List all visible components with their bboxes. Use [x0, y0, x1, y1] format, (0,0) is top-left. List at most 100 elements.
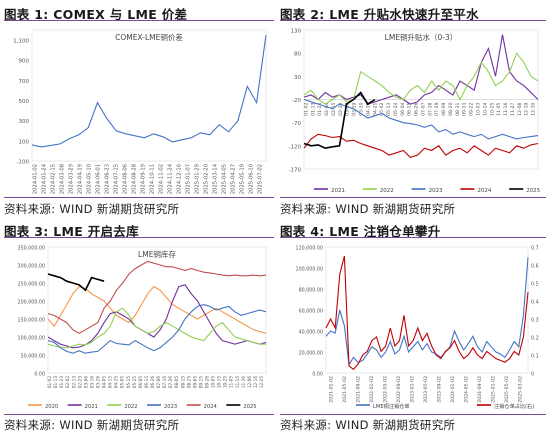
legend-label: 2022 — [380, 188, 394, 194]
x-tick-label: 05-15 — [126, 376, 131, 389]
x-tick-label: 2021-01-02 — [329, 376, 335, 403]
x-tick-label: 2024-11-24 — [168, 163, 174, 194]
x-tick-label: 2024-09-19 — [141, 164, 147, 194]
y-tick-label: 30 — [294, 75, 301, 81]
y-tick-label: 130 — [291, 29, 302, 35]
x-tick-label: 08-25 — [186, 376, 191, 389]
x-tick-label: 2025-04-27 — [231, 164, 237, 194]
series-line — [303, 98, 539, 140]
plot-area — [47, 246, 267, 374]
title-divider — [280, 20, 546, 21]
x-tick-label: 2025-07-02 — [258, 164, 264, 194]
x-tick-label: 05-25 — [132, 376, 137, 389]
plot-area — [325, 246, 529, 374]
series-line — [325, 255, 529, 371]
series-line — [303, 133, 539, 159]
x-tick-label: 2024-03-08 — [60, 164, 66, 194]
x-tick-label: 2024-02-15 — [51, 164, 57, 194]
x-tick-label: 07-29 — [434, 102, 440, 115]
x-tick-label: 03-08 — [345, 102, 351, 115]
x-tick-label: 10-15 — [217, 376, 222, 389]
chart-panel-4: 图表 4: LME 注销仓单攀升 120,000.00 100,000.00 80,… — [280, 221, 546, 433]
x-tick-label: 2024-06-23 — [105, 164, 111, 194]
x-tick-label: 09-05 — [192, 376, 197, 389]
source-note: 资料来源: WIND 新湖期货研究所 — [280, 202, 456, 216]
chart-title: 图表 1: COMEX 与 LME 价差 — [4, 7, 188, 22]
x-tick-label: 11-26 — [241, 376, 246, 389]
x-tick-label: 2024-10-11 — [150, 164, 156, 194]
x-tick-label: 10-25 — [223, 376, 228, 389]
y-tick-label: 80,000.00 — [299, 288, 323, 294]
series-line — [31, 34, 267, 148]
y-tick-label: 150,000.00 — [18, 318, 45, 324]
spread-line-chart: COMEX-LME铜价差1,100900700500300100-1002024… — [13, 29, 267, 194]
y-tick-label: 300 — [19, 119, 30, 125]
y-tick-label: 100,000.00 — [18, 336, 45, 342]
x-tick-label: 05-24 — [393, 102, 399, 115]
chart-title: 图表 3: LME 开启去库 — [4, 224, 139, 239]
legend-label: 2021 — [85, 404, 98, 410]
y2-tick-label: 0.1 — [531, 354, 539, 360]
x-tick-label: 10-05 — [211, 376, 216, 389]
title-divider — [4, 237, 274, 238]
x-tick-label: 11-05 — [229, 376, 234, 389]
chart-panel-2: 图表 2: LME 升贴水快速升至平水 LME铜升贴水（0-3） 130 80 30 -… — [280, 4, 546, 217]
y-tick-label: 50,000.00 — [21, 354, 45, 360]
series-line — [47, 273, 105, 292]
y-tick-label: 1,100 — [13, 39, 29, 45]
x-tick-label: 10-14 — [482, 102, 488, 115]
x-tick-label: 2024-06-01 — [96, 164, 102, 194]
x-tick-label: 09-11 — [462, 102, 468, 115]
x-tick-label: 01-13 — [310, 102, 316, 115]
legend-label: 2020 — [45, 404, 58, 410]
legend-label: 2024 — [477, 188, 491, 194]
y2-tick-label: 0.3 — [531, 318, 539, 324]
x-tick-label: 2025-01-02 — [490, 376, 496, 403]
x-tick-label: 09-26 — [204, 376, 209, 389]
x-tick-label: 06-15 — [407, 102, 413, 115]
y-tick-label: 100 — [19, 139, 30, 145]
source-divider — [4, 414, 274, 415]
legend-label: 2025 — [526, 188, 540, 194]
x-tick-label: 01-13 — [53, 376, 58, 389]
series-line — [47, 284, 267, 349]
x-tick-label: 2024-11-02 — [159, 164, 165, 194]
x-tick-label: 08-05 — [174, 376, 179, 389]
series-line — [47, 260, 267, 335]
x-tick-label: 12-16 — [253, 376, 258, 389]
chart-inner-title: LME铜库存 — [138, 249, 176, 259]
y2-tick-label: 0.4 — [531, 300, 539, 306]
x-tick-label: 2023-09-02 — [436, 376, 442, 403]
y2-tick-label: 0.5 — [531, 282, 539, 288]
cancelled-warrants-chart: 120,000.00 100,000.00 80,000.00 60,000.00 40… — [296, 246, 539, 411]
x-tick-label: 2025-04-05 — [222, 164, 228, 194]
x-tick-label: 08-20 — [448, 102, 454, 115]
y-tick-label: 80 — [294, 52, 301, 58]
x-tick-label: 07-16 — [162, 376, 167, 389]
x-tick-label: 2024-12-16 — [177, 164, 183, 194]
x-tick-label: 03-06 — [83, 376, 88, 389]
series-line — [47, 304, 267, 354]
x-tick-label: 2024-05-10 — [87, 164, 93, 194]
series-line — [325, 257, 529, 367]
y-tick-label: -100 — [17, 160, 30, 166]
x-tick-label: 2025-05-02 — [504, 376, 510, 403]
x-tick-label: 11-16 — [503, 102, 509, 115]
series-line — [303, 34, 539, 105]
source-note: 资料来源: WIND 新湖期货研究所 — [280, 418, 456, 432]
x-tick-label: 2022-09-02 — [396, 376, 402, 403]
y2-tick-label: 0.6 — [531, 264, 539, 270]
legend-label: 2025 — [243, 404, 256, 410]
x-tick-label: 2025-02-20 — [204, 164, 210, 194]
y-tick-label: -20 — [292, 98, 301, 104]
y-tick-label: 300,000.00 — [18, 264, 45, 270]
chart-inner-title: LME铜升贴水（0-3） — [385, 32, 458, 42]
x-tick-label: 02-23 — [77, 376, 82, 389]
x-tick-label: 2024-01-02 — [450, 376, 456, 403]
x-tick-label: 2022-01-02 — [369, 376, 375, 403]
x-tick-label: 07-18 — [427, 102, 433, 115]
x-tick-label: 05-13 — [386, 102, 392, 115]
y-tick-label: 0.00 — [312, 372, 323, 378]
chart-panel-1: 图表 1: COMEX 与 LME 价差 COMEX-LME铜价差 1,100 90… — [4, 4, 274, 217]
x-tick-label: 12-30 — [531, 102, 537, 115]
